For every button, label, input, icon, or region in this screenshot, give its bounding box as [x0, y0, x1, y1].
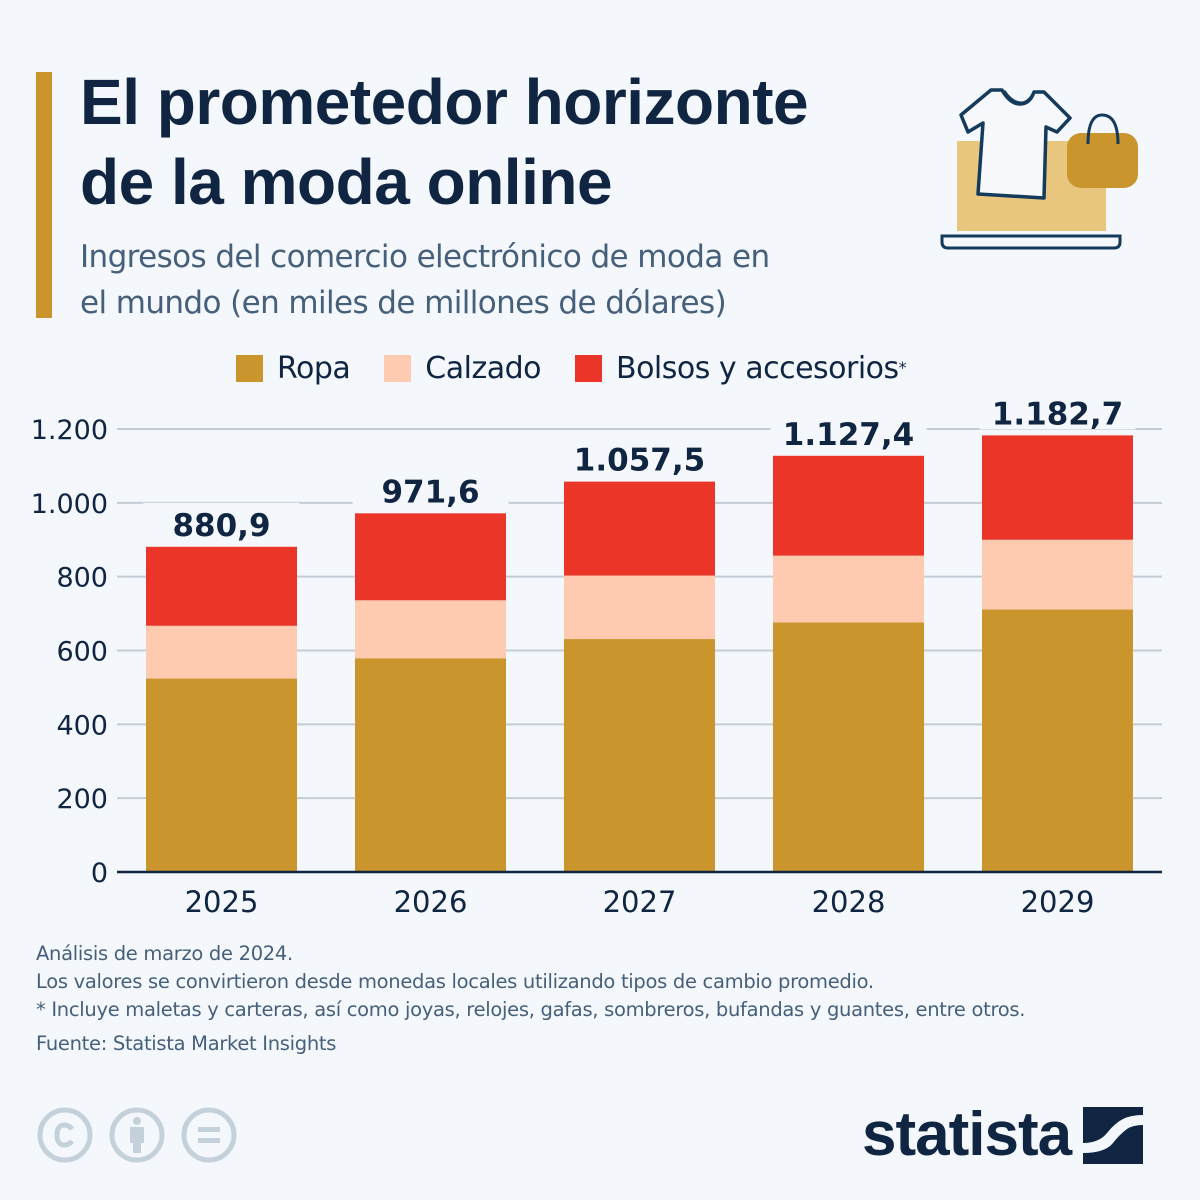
total-label-bg [561, 437, 718, 476]
footnotes: Análisis de marzo de 2024. Los valores s… [36, 940, 1176, 1058]
bar-segment-bolsos-2027 [564, 481, 715, 576]
x-tick-label: 2028 [812, 885, 886, 919]
y-tick-label: 600 [56, 637, 108, 668]
total-label-bg [143, 502, 300, 541]
bar-segment-calzado-2025 [146, 625, 297, 679]
y-tick-label: 800 [56, 563, 108, 594]
bar-segment-calzado-2028 [773, 555, 924, 623]
total-label: 1.057,5 [574, 443, 705, 479]
shopping-bag-icon [1067, 133, 1138, 188]
footnote-source: Fuente: Statista Market Insights [36, 1032, 337, 1055]
y-tick-label: 200 [56, 784, 108, 815]
page-subtitle: Ingresos del comercio electrónico de mod… [80, 234, 940, 326]
title-line-1: El prometedor horizonte [80, 66, 809, 138]
footnote-asterisk: * Incluye maletas y carteras, así como j… [36, 998, 1026, 1021]
legend-swatch-bolsos [574, 354, 602, 382]
legend-label-calzado: Calzado [425, 350, 541, 386]
fashion-ecommerce-illustration [930, 70, 1140, 260]
y-tick-label: 0 [91, 858, 108, 889]
statista-logo[interactable]: statista [862, 1100, 1144, 1170]
total-label-bg [770, 411, 927, 450]
cc-copyright-icon[interactable] [36, 1106, 94, 1164]
footnote-currency: Los valores se convirtieron desde moneda… [36, 970, 874, 993]
y-tick-label: 400 [56, 710, 108, 741]
laptop-base-icon [940, 234, 1122, 250]
bar-segment-ropa-2029 [982, 609, 1133, 872]
bag-handle-icon [1086, 113, 1120, 145]
stacked-bar-chart: 0 200 400 600 800 1.000 1.200 880,9 2025 971,6 202… [0, 390, 1200, 930]
legend-label-ropa: Ropa [277, 350, 351, 386]
chart-svg: 0 200 400 600 800 1.000 1.200 880,9 2025 971,6 202… [31, 391, 1162, 919]
total-label: 971,6 [381, 474, 479, 510]
bar-segment-ropa-2026 [355, 658, 506, 872]
legend-item-calzado: Calzado [384, 351, 541, 386]
bar-segment-bolsos-2026 [355, 513, 506, 601]
bar-segment-bolsos-2029 [982, 435, 1133, 540]
bar-segment-ropa-2027 [564, 639, 715, 872]
title-accent-bar [36, 72, 52, 318]
bar-segment-calzado-2026 [355, 600, 506, 659]
page-title: El prometedor horizonte de la moda onlin… [80, 62, 940, 222]
legend-swatch-calzado [384, 354, 412, 382]
cc-noderivs-icon[interactable] [180, 1106, 238, 1164]
legend-label-bolsos: Bolsos y accesorios [615, 350, 899, 386]
statista-logo-mark-icon [1083, 1106, 1144, 1164]
bar-segment-bolsos-2028 [773, 455, 924, 556]
total-label-bg [352, 469, 509, 508]
bar-segment-bolsos-2025 [146, 546, 297, 626]
statista-logo-text: statista [862, 1100, 1072, 1169]
y-tick-label: 1.200 [31, 415, 108, 446]
bar-segment-calzado-2027 [564, 575, 715, 640]
total-label: 1.182,7 [992, 396, 1123, 432]
x-tick-label: 2026 [394, 885, 468, 919]
chart-legend: Ropa Calzado Bolsos y accesorios * [236, 348, 940, 388]
legend-item-ropa: Ropa [236, 350, 351, 386]
x-tick-label: 2027 [603, 885, 677, 919]
title-line-2: de la moda online [80, 146, 613, 218]
license-icons [36, 1106, 238, 1164]
total-label-bg [979, 391, 1136, 430]
y-tick-label: 1.000 [31, 489, 108, 520]
subtitle-line-1: Ingresos del comercio electrónico de mod… [80, 239, 770, 275]
cc-attribution-icon[interactable] [108, 1106, 166, 1164]
bar-segment-ropa-2028 [773, 622, 924, 872]
x-tick-label: 2029 [1021, 885, 1095, 919]
legend-swatch-ropa [236, 354, 263, 382]
total-label: 1.127,4 [783, 417, 914, 453]
bar-segment-ropa-2025 [146, 678, 297, 872]
total-label: 880,9 [172, 508, 270, 544]
bar-segment-calzado-2029 [982, 539, 1133, 610]
subtitle-line-2: el mundo (en miles de millones de dólare… [80, 285, 727, 321]
footnote-analysis-date: Análisis de marzo de 2024. [36, 942, 293, 965]
legend-item-bolsos: Bolsos y accesorios * [574, 350, 907, 386]
x-tick-label: 2025 [185, 885, 259, 919]
